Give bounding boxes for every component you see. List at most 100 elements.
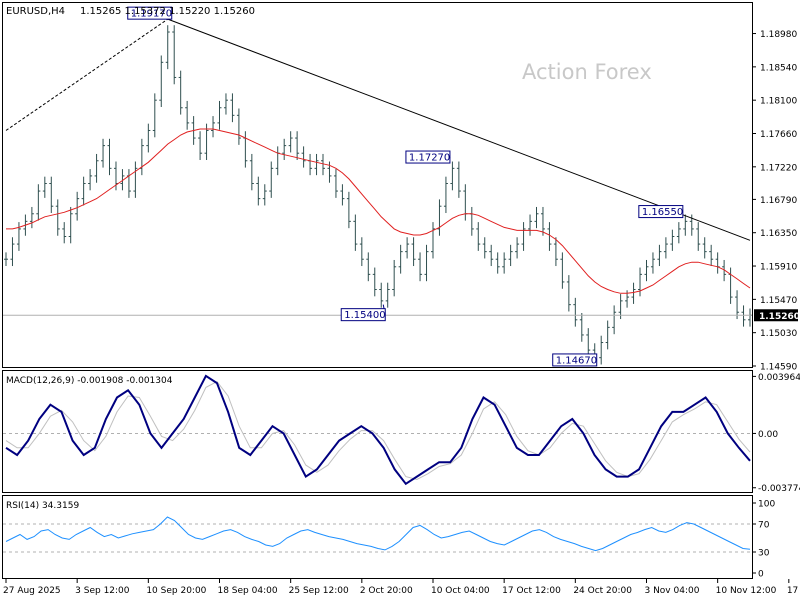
candle	[508, 244, 513, 267]
candle	[55, 199, 60, 236]
candle	[495, 252, 500, 274]
price-tick-label: 1.15030	[760, 329, 797, 339]
candle	[748, 308, 752, 327]
candle	[379, 282, 384, 308]
annotation-label: 1.15400	[344, 310, 385, 321]
candle	[353, 214, 358, 251]
candle	[612, 305, 617, 335]
annotation-label: 1.16550	[642, 207, 683, 218]
time-tick-label: 3 Nov 04:00	[644, 586, 699, 596]
candle	[120, 169, 125, 191]
candle	[663, 237, 668, 259]
macd-panel	[3, 374, 752, 486]
candle	[709, 244, 714, 267]
candle	[676, 222, 681, 244]
candle	[288, 131, 293, 153]
time-tick-label: 10 Nov 12:00	[716, 586, 777, 596]
price-panel: 1.19170 1.17270 1.15400 1.16550 1.14670	[3, 6, 752, 367]
price-annotation[interactable]: 1.15400	[340, 304, 386, 322]
dashed-trendline[interactable]	[5, 18, 169, 131]
candle	[650, 252, 655, 274]
candle	[217, 100, 222, 130]
candle	[107, 138, 112, 176]
candle	[282, 138, 287, 161]
price-annotation[interactable]: 1.14670	[552, 353, 598, 367]
time-tick-label: 2 Oct 20:00	[360, 586, 413, 596]
rsi-title: RSI(14) 34.3159	[6, 501, 79, 511]
candle	[301, 146, 306, 168]
candle	[670, 229, 675, 251]
candle	[68, 206, 73, 244]
candle	[230, 93, 235, 123]
price-tick-label: 1.16790	[760, 196, 797, 206]
price-tick-label: 1.18100	[760, 97, 797, 107]
candle	[579, 312, 584, 342]
candle	[359, 237, 364, 267]
price-annotation[interactable]: 1.19170	[127, 6, 173, 20]
time-tick-label: 24 Oct 20:00	[573, 586, 632, 596]
candle	[101, 138, 106, 168]
candle	[534, 206, 539, 229]
candle	[392, 259, 397, 297]
candle	[411, 237, 416, 267]
current-price-label: 1.15260	[759, 312, 800, 322]
time-tick-label: 10 Oct 04:00	[431, 586, 490, 596]
symbol-label: EURUSD,H4	[6, 6, 65, 17]
candle	[430, 222, 435, 259]
candle	[741, 305, 746, 327]
candle	[605, 320, 610, 350]
price-panel-frame	[2, 2, 753, 368]
candle	[49, 176, 54, 214]
rsi-panel-frame	[2, 495, 753, 579]
candle	[321, 153, 326, 176]
candle	[515, 237, 520, 259]
candle	[133, 161, 138, 198]
candle	[172, 25, 177, 85]
candle	[340, 184, 345, 206]
resistance-trendline[interactable]	[167, 18, 751, 241]
candle	[437, 199, 442, 236]
price-tick-label: 1.17220	[760, 163, 797, 173]
candle	[566, 275, 571, 312]
axis-labels: 1.18980 1.18540 1.18100 1.17660 1.17220 1.167…	[3, 30, 800, 596]
rsi-tick-label: 70	[758, 521, 770, 531]
candle	[463, 184, 468, 221]
candle	[62, 222, 67, 244]
time-tick-label: 3 Sep 12:00	[75, 586, 130, 596]
candle	[696, 222, 701, 251]
candle	[547, 222, 552, 251]
candle	[88, 169, 93, 191]
candle	[4, 252, 8, 267]
candle	[346, 191, 351, 229]
candle	[586, 328, 591, 357]
candle	[81, 176, 86, 206]
candle	[236, 108, 241, 145]
price-tick-label: 1.16350	[760, 229, 797, 239]
candle	[243, 131, 248, 168]
watermark: Action Forex	[522, 60, 652, 84]
candle	[10, 237, 15, 267]
candle	[269, 161, 274, 198]
candle	[715, 252, 720, 274]
candle	[198, 131, 203, 161]
candle	[405, 237, 410, 259]
price-annotation[interactable]: 1.16550	[638, 205, 684, 219]
price-annotation[interactable]: 1.17270	[405, 150, 451, 164]
candle	[553, 237, 558, 267]
candle	[366, 252, 371, 282]
candle	[256, 176, 261, 206]
candle	[489, 244, 494, 267]
candle	[735, 290, 740, 320]
time-tick-label: 17 Nov 20:00	[787, 586, 800, 596]
price-tick-label: 1.17660	[760, 130, 797, 140]
candle	[540, 206, 545, 236]
candle	[333, 169, 338, 198]
price-tick-label: 1.14590	[760, 363, 797, 373]
candle	[683, 214, 688, 236]
rsi-line	[5, 516, 751, 552]
candle	[185, 100, 190, 130]
ohlc-readout: 1.15265 1.15372 1.15220 1.15260	[80, 6, 255, 17]
candle	[644, 259, 649, 282]
candle	[476, 222, 481, 251]
